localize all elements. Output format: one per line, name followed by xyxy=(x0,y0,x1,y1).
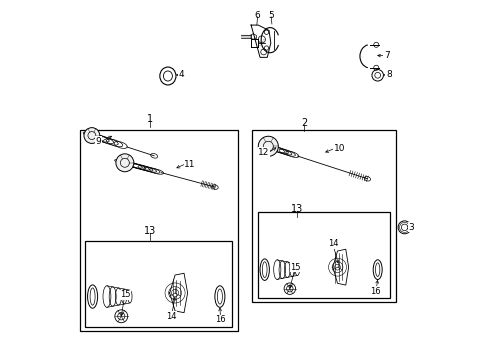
Bar xyxy=(80,130,238,330)
Text: 16: 16 xyxy=(215,315,226,324)
Bar xyxy=(258,212,390,298)
Bar xyxy=(85,241,232,327)
Text: 6: 6 xyxy=(255,10,260,19)
Text: 10: 10 xyxy=(334,144,345,153)
Text: 7: 7 xyxy=(384,51,390,60)
Bar xyxy=(252,130,395,302)
Text: 11: 11 xyxy=(184,160,196,169)
Text: 8: 8 xyxy=(386,71,392,80)
Text: 1: 1 xyxy=(147,114,153,124)
Text: 13: 13 xyxy=(291,204,303,214)
Text: 12: 12 xyxy=(258,148,270,157)
Circle shape xyxy=(116,154,134,172)
Circle shape xyxy=(258,136,278,156)
Text: 3: 3 xyxy=(408,223,414,232)
Text: 4: 4 xyxy=(179,71,184,80)
Text: 15: 15 xyxy=(290,263,300,272)
Text: 5: 5 xyxy=(269,10,274,19)
Text: 13: 13 xyxy=(144,226,156,236)
Text: 16: 16 xyxy=(370,287,381,296)
Text: 15: 15 xyxy=(120,290,130,299)
Circle shape xyxy=(84,128,100,143)
Text: 14: 14 xyxy=(328,239,338,248)
Text: 14: 14 xyxy=(166,312,177,321)
Text: 9: 9 xyxy=(96,137,101,146)
Text: 2: 2 xyxy=(301,118,307,128)
